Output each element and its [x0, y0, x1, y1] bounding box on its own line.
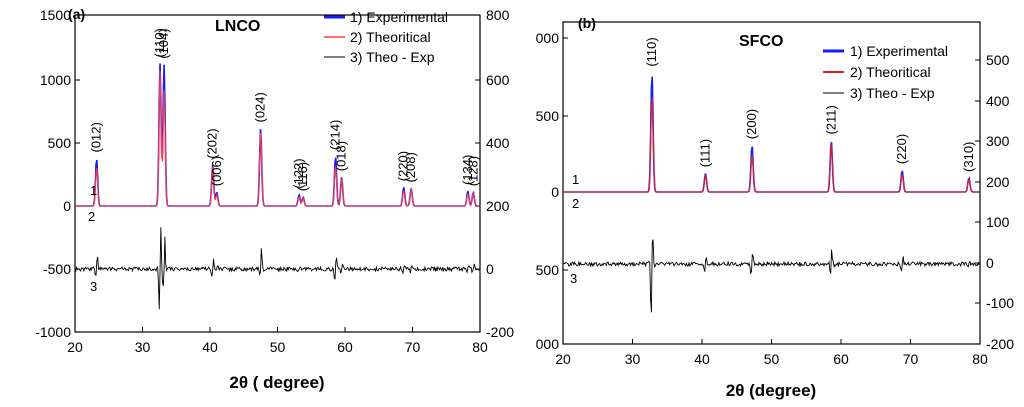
panel-a-curve-label-3: 3: [90, 279, 97, 294]
panel-a-x-axis: 20 30 40 50 60 70 80: [67, 327, 488, 355]
x-tick-label: 70: [903, 351, 919, 367]
panel-b-label: (b): [578, 15, 596, 31]
panel-a-sample-title: LNCO: [215, 18, 260, 35]
peak-label: (110): [152, 28, 167, 57]
peak-label: (134): [460, 155, 475, 185]
y-left-tick-label: 000: [536, 336, 560, 352]
y-left-tick-label: 500: [48, 135, 72, 151]
panel-a-legend: 1) Experimental 2) Theoritical 3) Theo -…: [324, 9, 448, 65]
panel-a-left-y-axis: -1000 -500 0 500 1000 1500: [35, 7, 80, 340]
y-left-tick-label: -1000: [35, 324, 71, 340]
y-right-tick-label: -200: [486, 324, 514, 340]
panel-b-curves: [562, 76, 980, 313]
theoretical-series-line: [75, 70, 480, 207]
y-right-tick-label: 400: [486, 135, 510, 151]
y-right-tick-label: -100: [986, 295, 1014, 311]
peak-label: (220): [894, 134, 909, 164]
legend-a-theoretical: 2) Theoritical: [350, 29, 431, 45]
panel-b-x-axis-title: 2θ (degree): [726, 381, 816, 400]
x-tick-label: 50: [764, 351, 780, 367]
panel-b-curve-label-3: 3: [570, 271, 577, 286]
x-tick-label: 40: [202, 339, 218, 355]
y-right-tick-label: 200: [986, 174, 1010, 190]
x-tick-label: 70: [405, 339, 421, 355]
peak-label: (024): [253, 92, 268, 122]
y-left-tick-label: -500: [43, 261, 71, 277]
peak-label: (128): [465, 156, 480, 186]
y-right-tick-label: 800: [486, 7, 510, 23]
peak-label: (122): [291, 158, 306, 188]
panel-b-sample-title: SFCO: [739, 33, 783, 50]
y-left-tick-label: 000: [536, 30, 560, 46]
difference-series-line: [562, 239, 980, 313]
y-left-tick-label: 0: [551, 184, 559, 200]
y-right-tick-label: 300: [986, 133, 1010, 149]
peak-label: (208): [403, 152, 418, 182]
peak-label: (220): [396, 151, 411, 181]
panel-a-curves: [74, 63, 480, 310]
peak-label: (110): [644, 37, 659, 66]
y-left-tick-label: 1500: [40, 7, 71, 23]
peak-label: (006): [209, 156, 224, 186]
x-tick-label: 40: [694, 351, 710, 367]
peak-label: (116): [295, 162, 310, 191]
peak-label: (211): [823, 105, 838, 134]
panel-b-legend: 1) Experimental 2) Theoritical 3) Theo -…: [823, 43, 948, 101]
y-left-tick-label: 500: [536, 262, 560, 278]
legend-a-difference: 3) Theo - Exp: [350, 49, 435, 65]
x-tick-label: 20: [555, 351, 571, 367]
peak-label: (012): [89, 122, 104, 152]
y-right-tick-label: 200: [486, 198, 510, 214]
panel-b-curve-label-2: 2: [572, 196, 579, 211]
y-left-tick-label: 1000: [40, 72, 71, 88]
legend-b-difference: 3) Theo - Exp: [850, 85, 935, 101]
panel-b-right-y-axis: -200 -100 0 100 200 300 400 500: [975, 52, 1014, 352]
panel-b-curve-label-1: 1: [572, 172, 579, 187]
peak-label: (200): [744, 109, 759, 139]
panel-a-right-y-axis: -200 0 200 400 600 800: [475, 7, 514, 340]
peak-label: (202): [205, 128, 220, 158]
peak-label: (018): [334, 141, 349, 171]
peak-label: (214): [328, 120, 343, 150]
y-right-tick-label: 500: [986, 52, 1010, 68]
y-right-tick-label: -200: [986, 336, 1014, 352]
y-right-tick-label: 400: [986, 93, 1010, 109]
experimental-series-line: [75, 63, 480, 207]
y-right-tick-label: 600: [486, 72, 510, 88]
legend-b-experimental: 1) Experimental: [850, 43, 948, 59]
panel-b-left-y-axis: 000 500 0 500 000: [536, 30, 568, 352]
panel-a-curve-label-2: 2: [88, 209, 95, 224]
x-tick-label: 30: [135, 339, 151, 355]
x-tick-label: 80: [972, 351, 988, 367]
panel-a-x-axis-title: 2θ ( degree): [229, 373, 324, 392]
y-right-tick-label: 100: [986, 214, 1010, 230]
x-tick-label: 80: [472, 339, 488, 355]
x-tick-label: 60: [833, 351, 849, 367]
panel-b-x-axis: 20 30 40 50 60 70 80: [555, 339, 988, 367]
panel-a-peak-labels: (012) (110)(104) (202)(006) (024) (122)(116)…: [89, 28, 481, 191]
y-left-tick-label: 0: [63, 198, 71, 214]
peak-label: (310): [961, 142, 976, 172]
y-right-tick-label: 0: [986, 255, 994, 271]
x-tick-label: 20: [67, 339, 83, 355]
difference-series-line: [74, 227, 480, 310]
legend-a-experimental: 1) Experimental: [350, 9, 448, 25]
peak-label: (111): [697, 139, 712, 167]
x-tick-label: 60: [337, 339, 353, 355]
legend-b-theoretical: 2) Theoritical: [850, 64, 931, 80]
peak-label: (104): [156, 28, 171, 58]
theoretical-series-line: [563, 97, 980, 193]
panel-b-peak-labels: (110) (111) (200) (211) (220) (310): [644, 37, 976, 172]
panel-a-curve-label-1: 1: [90, 183, 97, 198]
y-right-tick-label: 0: [486, 261, 494, 277]
panel-a-label: (a): [68, 6, 85, 22]
x-tick-label: 30: [625, 351, 641, 367]
y-left-tick-label: 500: [536, 108, 560, 124]
x-tick-label: 50: [270, 339, 286, 355]
